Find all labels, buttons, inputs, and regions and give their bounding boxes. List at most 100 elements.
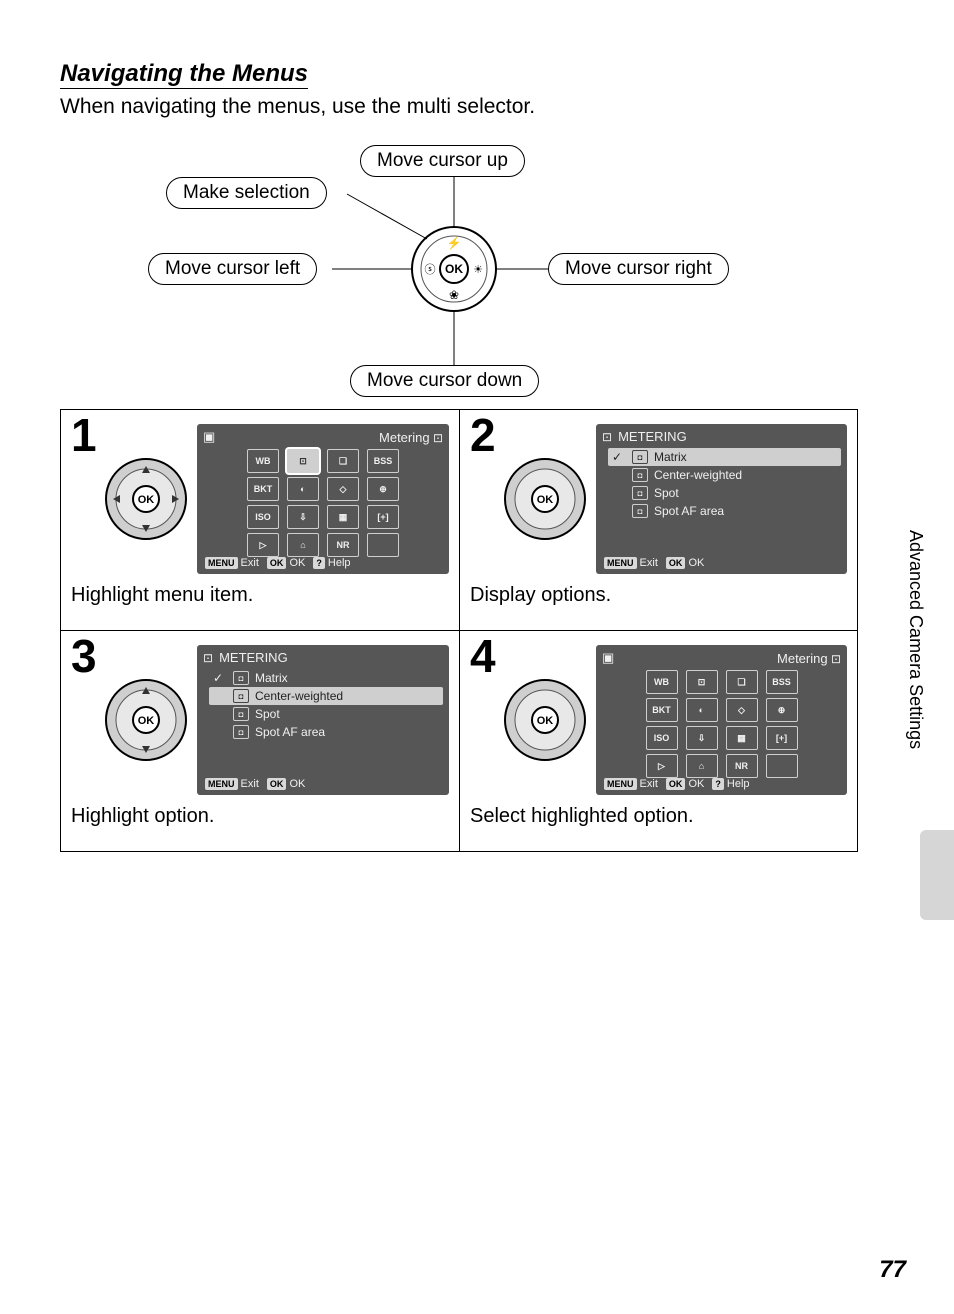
icon-grid-4: WB⊡❏BSSBKT◐◇⊕ISO⇩▦[+]▷⌂NR	[602, 670, 841, 778]
lcd-title: Metering	[777, 651, 828, 666]
menu-icon: ▷	[646, 754, 678, 778]
svg-text:OK: OK	[138, 715, 155, 727]
menu-icon: ⇩	[686, 726, 718, 750]
step-4: 4 OK ▣ Metering ⊡ WB⊡❏BSSBKT◐◇⊕ISO⇩▦[	[459, 631, 857, 851]
menu-icon: NR	[726, 754, 758, 778]
step-caption: Highlight menu item.	[71, 584, 449, 607]
lcd-footer-item: OK OK	[267, 557, 305, 569]
metering-icon: ⊡	[203, 651, 213, 665]
menu-icon: ⇩	[287, 505, 319, 529]
menu-icon: BSS	[766, 670, 798, 694]
intro-text: When navigating the menus, use the multi…	[60, 95, 904, 119]
menu-icon: BSS	[367, 449, 399, 473]
icon-grid-1: WB⊡❏BSSBKT◐◇⊕ISO⇩▦[+]▷⌂NR	[203, 449, 443, 557]
lcd-footer-item: OK OK	[666, 557, 704, 569]
svg-text:OK: OK	[445, 262, 463, 276]
label-right: Move cursor right	[548, 253, 729, 285]
lcd-title: Metering	[379, 430, 430, 445]
menu-icon: ◇	[327, 477, 359, 501]
menu-icon: [+]	[367, 505, 399, 529]
menu-icon: BKT	[646, 698, 678, 722]
menu-icon: ❏	[726, 670, 758, 694]
svg-text:OK: OK	[537, 494, 554, 506]
menu-icon: ◇	[726, 698, 758, 722]
menu-icon: ⌂	[287, 533, 319, 557]
dial-icon: OK	[103, 677, 189, 763]
metering-option: ◘Center-weighted	[608, 466, 841, 484]
menu-icon: NR	[327, 533, 359, 557]
step-number: 1	[71, 412, 97, 458]
option-list-2: ✓◘Matrix◘Center-weighted◘Spot◘Spot AF ar…	[608, 448, 841, 520]
svg-text:❀: ❀	[449, 288, 459, 302]
menu-icon: ISO	[646, 726, 678, 750]
label-select: Make selection	[166, 177, 327, 209]
step-caption: Display options.	[470, 584, 847, 607]
step-2: 2 OK ⊡ METERING ✓◘Matrix◘Center-weigh	[459, 410, 857, 630]
menu-icon: [+]	[766, 726, 798, 750]
label-down: Move cursor down	[350, 365, 539, 397]
metering-option: ◘Center-weighted	[209, 687, 443, 705]
running-head: Advanced Camera Settings	[905, 530, 926, 749]
metering-option: ✓◘Matrix	[209, 669, 443, 687]
menu-icon: ⊕	[367, 477, 399, 501]
lcd-footer-2: MENU Exit OK OK	[604, 557, 839, 569]
lcd-title: METERING	[618, 429, 687, 444]
menu-icon: WB	[247, 449, 279, 473]
menu-icon: ▷	[247, 533, 279, 557]
lcd-footer-item: MENU Exit	[205, 557, 259, 569]
metering-option: ◘Spot AF area	[608, 502, 841, 520]
lcd-footer-item: MENU Exit	[604, 778, 658, 790]
metering-icon: ⊡	[433, 431, 443, 445]
metering-option: ◘Spot	[209, 705, 443, 723]
svg-text:OK: OK	[537, 715, 554, 727]
thumb-tab	[920, 830, 954, 920]
dial-icon: OK	[103, 456, 189, 542]
dial-icon: OK	[502, 456, 588, 542]
camera-icon: ▣	[203, 429, 215, 445]
step-1: 1 OK ▣ Metering ⊡ WB⊡❏BS	[61, 410, 459, 630]
selector-diagram: OK ⚡ ❀ ⓢ ☀ Move cursor up Move cursor do…	[60, 139, 904, 399]
lcd-footer-item: OK OK	[267, 778, 305, 790]
lcd-footer-item: MENU Exit	[604, 557, 658, 569]
metering-option: ✓◘Matrix	[608, 448, 841, 466]
label-up: Move cursor up	[360, 145, 525, 177]
lcd-footer-item: ? Help	[313, 557, 350, 569]
svg-text:☀: ☀	[473, 264, 483, 276]
menu-icon: ▦	[327, 505, 359, 529]
menu-icon: ISO	[247, 505, 279, 529]
menu-icon: ⊕	[766, 698, 798, 722]
lcd-footer-4: MENU ExitOK OK? Help	[604, 778, 839, 790]
page-number: 77	[879, 1256, 906, 1284]
steps-grid: 1 OK ▣ Metering ⊡ WB⊡❏BS	[60, 409, 858, 852]
menu-icon: ❏	[327, 449, 359, 473]
step-number: 2	[470, 412, 496, 458]
lcd-footer-3: MENU Exit OK OK	[205, 778, 441, 790]
step-caption: Select highlighted option.	[470, 805, 847, 828]
lcd-panel-2: ⊡ METERING ✓◘Matrix◘Center-weighted◘Spot…	[596, 424, 847, 574]
menu-icon: WB	[646, 670, 678, 694]
metering-icon: ⊡	[831, 652, 841, 666]
camera-icon: ▣	[602, 650, 614, 666]
step-3: 3 OK ⊡ METERING ✓◘Matrix	[61, 631, 459, 851]
menu-icon: BKT	[247, 477, 279, 501]
step-caption: Highlight option.	[71, 805, 449, 828]
lcd-title: METERING	[219, 650, 288, 665]
step-number: 4	[470, 633, 496, 679]
svg-text:OK: OK	[138, 494, 155, 506]
lcd-footer-item: MENU Exit	[205, 778, 259, 790]
menu-icon: ⊡	[686, 670, 718, 694]
menu-icon: ▦	[726, 726, 758, 750]
step-number: 3	[71, 633, 97, 679]
menu-icon: ◐	[686, 698, 718, 722]
metering-option: ◘Spot AF area	[209, 723, 443, 741]
metering-option: ◘Spot	[608, 484, 841, 502]
lcd-footer-1: MENU Exit OK OK ? Help	[205, 557, 441, 569]
menu-icon	[766, 754, 798, 778]
lcd-panel-3: ⊡ METERING ✓◘Matrix◘Center-weighted◘Spot…	[197, 645, 449, 795]
menu-icon: ⊡	[287, 449, 319, 473]
lcd-footer-item: ? Help	[712, 778, 749, 790]
lcd-panel-1: ▣ Metering ⊡ WB⊡❏BSSBKT◐◇⊕ISO⇩▦[+]▷⌂NR M…	[197, 424, 449, 574]
option-list-3: ✓◘Matrix◘Center-weighted◘Spot◘Spot AF ar…	[209, 669, 443, 741]
dial-icon: OK	[502, 677, 588, 763]
label-left: Move cursor left	[148, 253, 317, 285]
